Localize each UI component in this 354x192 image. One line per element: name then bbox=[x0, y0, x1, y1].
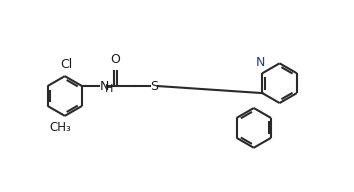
Text: N: N bbox=[256, 56, 266, 69]
Text: CH₃: CH₃ bbox=[49, 121, 71, 134]
Text: O: O bbox=[110, 53, 120, 66]
Text: N: N bbox=[100, 79, 109, 93]
Text: H: H bbox=[105, 84, 113, 94]
Text: Cl: Cl bbox=[60, 58, 73, 71]
Text: S: S bbox=[150, 79, 158, 93]
